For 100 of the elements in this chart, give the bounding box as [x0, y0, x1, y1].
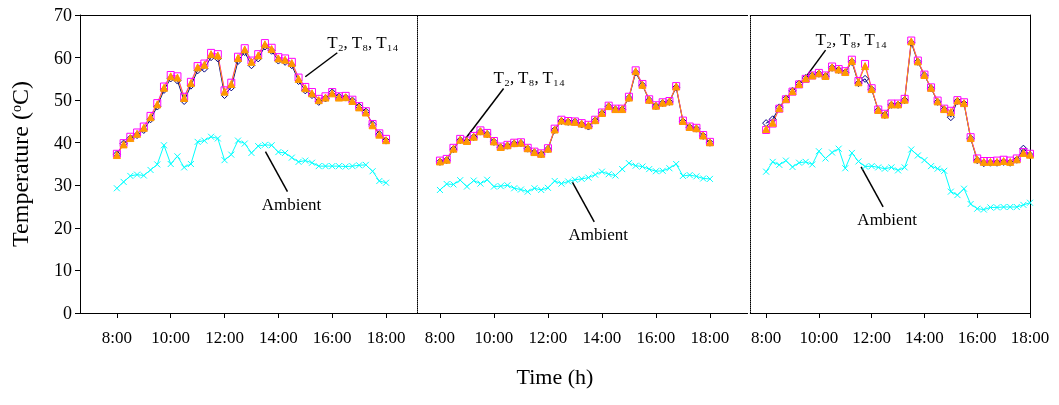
- point: [828, 149, 836, 157]
- y-tick-label: 40: [54, 132, 72, 153]
- y-tick-label: 0: [63, 303, 72, 323]
- point: [618, 165, 626, 173]
- point: [497, 182, 505, 190]
- point: [848, 149, 856, 157]
- point: [706, 175, 714, 183]
- point: [537, 186, 545, 194]
- x-tick-label: 12:00: [852, 328, 892, 347]
- point: [335, 162, 343, 170]
- point: [449, 180, 457, 188]
- point: [692, 172, 700, 180]
- point: [221, 156, 229, 164]
- point: [187, 160, 195, 168]
- point: [180, 163, 188, 171]
- y-tick-label: 60: [54, 47, 72, 68]
- point: [281, 149, 289, 157]
- point: [854, 157, 862, 165]
- point: [1026, 199, 1034, 207]
- point: [315, 162, 323, 170]
- point: [557, 180, 565, 188]
- point: [927, 162, 935, 170]
- point: [973, 205, 981, 213]
- point: [234, 137, 242, 145]
- point: [436, 186, 444, 194]
- point: [173, 152, 181, 160]
- point: [133, 171, 141, 179]
- point: [960, 185, 968, 193]
- x-tick-label: 12:00: [205, 328, 244, 347]
- point: [261, 141, 269, 149]
- point: [1019, 201, 1027, 209]
- point: [295, 158, 303, 166]
- point: [443, 180, 451, 188]
- point: [214, 134, 222, 142]
- point: [227, 151, 235, 159]
- point: [605, 170, 613, 178]
- point: [147, 166, 155, 174]
- point: [510, 184, 518, 192]
- point: [986, 203, 994, 211]
- point: [861, 163, 869, 171]
- point: [881, 165, 889, 173]
- x-tick-label: 18:00: [1010, 328, 1050, 347]
- point: [993, 203, 1001, 211]
- point: [802, 158, 810, 166]
- x-tick-label: 8:00: [424, 328, 456, 347]
- point: [463, 183, 471, 191]
- annotation: T₂, T₈, T₁₄: [815, 30, 887, 50]
- point: [120, 178, 128, 186]
- y-axis-title: Temperature (ᵒC): [7, 81, 33, 247]
- point: [308, 159, 316, 167]
- point: [894, 166, 902, 174]
- point: [632, 162, 640, 170]
- point: [887, 163, 895, 171]
- point: [153, 160, 161, 168]
- point: [841, 164, 849, 172]
- annotation: T₂, T₈, T₁₄: [327, 32, 399, 52]
- point: [207, 133, 215, 141]
- point: [517, 186, 525, 194]
- point: [382, 179, 390, 187]
- point: [530, 184, 538, 192]
- point: [625, 159, 633, 167]
- point: [470, 177, 478, 185]
- point: [920, 156, 928, 164]
- point: [868, 162, 876, 170]
- point: [1019, 144, 1028, 153]
- x-tick-label: 14:00: [582, 328, 622, 347]
- point: [476, 180, 484, 188]
- point: [564, 177, 572, 185]
- annotation: Ambient: [857, 209, 918, 229]
- x-tick-label: 14:00: [905, 328, 944, 347]
- point: [947, 188, 955, 196]
- x-tick-label: 16:00: [957, 328, 997, 347]
- point: [355, 161, 363, 169]
- point: [795, 159, 803, 167]
- point: [167, 160, 175, 168]
- point: [861, 74, 870, 83]
- annotation: Ambient: [261, 194, 322, 214]
- y-tick-label: 70: [54, 5, 72, 25]
- point: [268, 141, 276, 149]
- y-tick-label: 30: [54, 175, 72, 196]
- point: [769, 158, 777, 166]
- x-tick-label: 18:00: [690, 328, 730, 347]
- annotation: T₂, T₈, T₁₄: [493, 68, 565, 88]
- point: [247, 149, 255, 157]
- point: [967, 200, 975, 208]
- point: [808, 160, 816, 168]
- point: [775, 161, 783, 169]
- point: [160, 141, 168, 149]
- x-tick-label: 10:00: [799, 328, 839, 347]
- point: [914, 151, 922, 159]
- point: [699, 174, 707, 182]
- point: [907, 146, 915, 154]
- point: [254, 142, 262, 150]
- y-tick-label: 20: [54, 217, 72, 238]
- x-tick-label: 10:00: [151, 328, 191, 347]
- point: [113, 184, 121, 192]
- point: [362, 161, 370, 169]
- annotation: Ambient: [568, 224, 629, 244]
- point: [598, 168, 606, 176]
- point: [940, 167, 948, 175]
